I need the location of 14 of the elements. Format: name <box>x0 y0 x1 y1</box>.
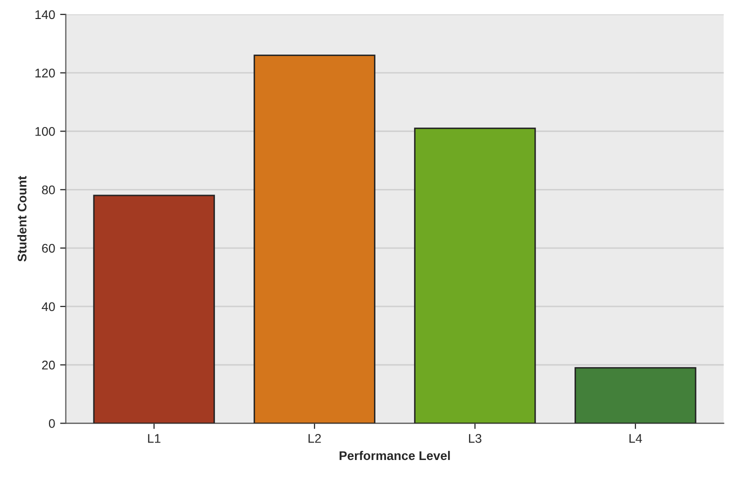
y-tick-label: 0 <box>48 419 55 428</box>
x-tick-label: L2 <box>308 434 321 443</box>
y-tick-label: 140 <box>35 10 55 20</box>
x-tick-label: L3 <box>469 434 482 443</box>
x-axis-title: Performance Level <box>340 450 450 460</box>
y-tick-label: 120 <box>35 68 55 78</box>
y-tick-label: 100 <box>35 127 55 136</box>
y-tick-label: 40 <box>42 302 55 312</box>
y-tick-label: 20 <box>42 360 55 370</box>
y-axis-title: Student Count <box>17 176 26 262</box>
y-tick-label: 60 <box>42 244 55 253</box>
y-tick-label: 80 <box>42 185 55 194</box>
x-tick-label: L1 <box>148 434 160 443</box>
x-tick-label: L4 <box>630 434 642 443</box>
